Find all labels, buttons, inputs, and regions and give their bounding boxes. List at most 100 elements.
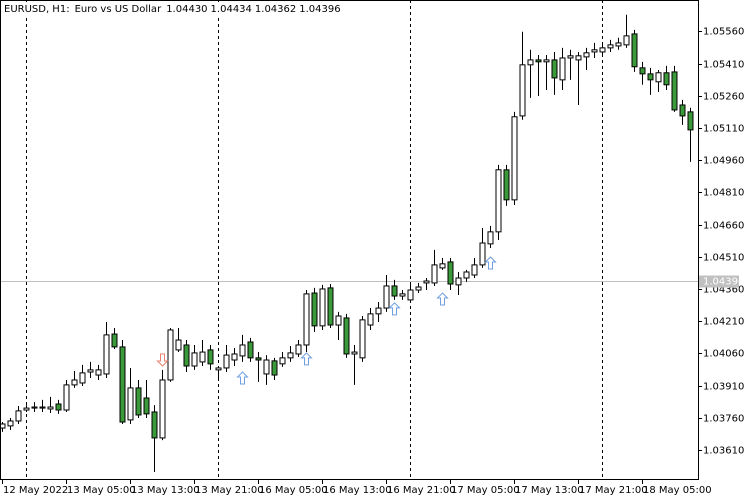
candle-body [615,42,622,47]
up-arrow [300,352,313,366]
y-tick-label: 1.04810 [703,188,744,199]
x-tick-label: 17 May 05:00 [451,485,520,496]
candle-body [687,111,694,131]
candle-body [271,360,278,376]
y-tick-label: 1.04210 [703,317,744,328]
candle-body [671,71,678,111]
x-tick-label: 18 May 05:00 [643,485,712,496]
candle-body [399,293,406,297]
candle-body [287,352,294,359]
x-tick-label: 17 May 13:00 [515,485,584,496]
candle-body [303,293,310,346]
candle-body [503,169,510,201]
candle-body [159,379,166,439]
candle-body [79,372,86,384]
down-arrow [156,353,169,367]
candle-body [191,352,198,367]
header-background [2,2,268,16]
candle-body [527,59,534,66]
candle-body [463,271,470,279]
y-tick-label: 1.05560 [703,27,744,38]
x-tick-label: 16 May 21:00 [387,485,456,496]
candle-body [207,349,214,365]
y-tick-label: 1.04960 [703,156,744,167]
candle-body [375,307,382,315]
candle-body [383,285,390,309]
candle-body [335,315,342,326]
ohlc-low: 1.04362 [255,4,296,15]
x-tick-label: 13 May 21:00 [195,485,264,496]
candle-body [487,231,494,245]
candle-body [71,379,78,386]
candle-body [327,287,334,326]
candle-body [623,35,630,46]
up-arrow [388,302,401,316]
candle-body [135,387,142,416]
candle-body [679,104,686,117]
candle-body [351,351,358,355]
candle-body [639,67,646,75]
y-tick-label: 1.04060 [703,349,744,360]
candle-body [167,329,174,381]
y-tick-label: 1.03760 [703,414,744,425]
header: EURUSD, H1: Euro vs US Dollar 1.04430 1.044… [4,4,341,15]
candle-body [0,423,6,429]
description: Euro vs US Dollar [75,4,163,15]
candle-body [551,59,558,79]
candle-body [359,319,366,359]
y-tick-label: 1.05260 [703,92,744,103]
plot-border [0,0,699,480]
candle-body [479,242,486,266]
candle-body [567,55,574,59]
x-tick-label: 16 May 05:00 [259,485,328,496]
candle-body [559,57,566,81]
candle-body [471,264,478,276]
candle-body [663,72,670,86]
candle-body [343,317,350,355]
candle-body [247,341,254,359]
candle-body [407,289,414,301]
candle-body [183,344,190,367]
candle-body [631,33,638,68]
candle-body [279,357,286,365]
candle-body [263,359,270,375]
candle-body [367,313,374,326]
x-tick-label: 12 May 2022 [3,485,68,496]
candle-body [255,357,262,361]
candle-body [223,354,230,369]
ohlc-close: 1.04396 [299,4,340,15]
candle-body [87,369,94,373]
candle-body [95,369,102,376]
candle-body [63,384,70,411]
plot-area [0,0,698,480]
candle-body [119,346,126,423]
candle-body [583,52,590,58]
candle-body [39,406,46,409]
candle-body [511,116,518,201]
current-price-label: 1.04396 [703,277,744,288]
candle-body [55,403,62,411]
candle-body [439,263,446,269]
y-tick-label: 1.04660 [703,221,744,232]
candle-body [127,387,134,421]
x-tick-label: 13 May 13:00 [131,485,200,496]
symbol: EURUSD, H1: [4,4,70,15]
candle-body [519,64,526,117]
candle-body [199,351,206,363]
y-tick-label: 1.04360 [703,285,744,296]
y-tick-label: 1.04510 [703,253,744,264]
up-arrow [236,371,249,385]
candle-body [15,410,22,422]
y-tick-label: 1.03910 [703,382,744,393]
candle-body [543,59,550,63]
candle-body [151,411,158,439]
y-tick-label: 1.03610 [703,446,744,457]
candle-body [415,286,422,291]
current-price-box [699,275,739,288]
candle-body [239,344,246,357]
candle-body [215,367,222,371]
candle-body [319,288,326,327]
candle-body [455,277,462,286]
